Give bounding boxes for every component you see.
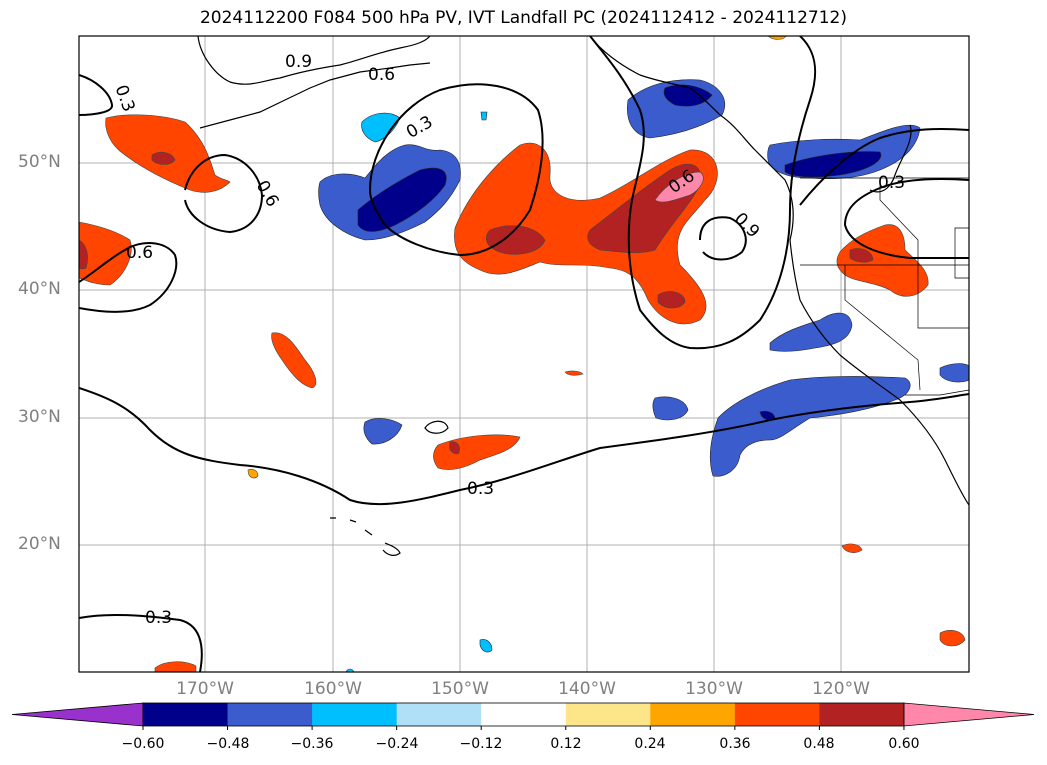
colorbar-segment xyxy=(227,703,313,726)
map-title: 2024112200 F084 500 hPa PV, IVT Landfall… xyxy=(199,8,847,28)
colorbar-segment xyxy=(312,703,398,726)
contour-label: 0.3 xyxy=(145,608,172,628)
colorbar-segment xyxy=(565,703,651,726)
colorbar-segment xyxy=(396,703,482,726)
colorbar-tick-label: 0.60 xyxy=(888,736,920,752)
contour-label: 0.9 xyxy=(285,52,312,72)
contour-label: 0.6 xyxy=(252,177,283,210)
map-frame xyxy=(78,35,970,673)
colorbar-tick-label: −0.48 xyxy=(206,736,250,752)
lon-label-160w: 160°W xyxy=(304,679,362,699)
colorbar-tick-label: 0.36 xyxy=(719,736,751,752)
lat-label-50n: 50°N xyxy=(18,152,61,172)
lon-label-150w: 150°W xyxy=(431,679,489,699)
colorbar-tick-label: −0.60 xyxy=(121,736,165,752)
colorbar-segment xyxy=(143,703,229,726)
colorbar-tick-label: −0.24 xyxy=(375,736,419,752)
coastlines xyxy=(197,36,969,556)
contour-label: 0.6 xyxy=(368,65,395,85)
colorbar-tick-label: −0.36 xyxy=(290,736,334,752)
colorbar-outline xyxy=(142,702,905,727)
colorbar-tick-label: −0.12 xyxy=(459,736,503,752)
colorbar-segment xyxy=(819,703,905,726)
colorbar xyxy=(11,702,1035,730)
colorbar-tick-label: 0.48 xyxy=(803,736,835,752)
graticule xyxy=(79,36,969,672)
lon-label-130w: 130°W xyxy=(685,679,743,699)
contour-label: 0.3 xyxy=(111,82,139,114)
lon-label-170w: 170°W xyxy=(176,679,234,699)
lat-label-40n: 40°N xyxy=(18,279,61,299)
contour-label: 0.6 xyxy=(126,243,153,263)
colorbar-extend-low xyxy=(11,702,144,727)
lon-label-140w: 140°W xyxy=(558,679,616,699)
colorbar-tick-label: 0.12 xyxy=(550,736,582,752)
contour-label: 0.3 xyxy=(467,479,494,499)
colorbar-extend-high xyxy=(903,702,1035,727)
colorbar-segment xyxy=(481,703,567,726)
lat-label-30n: 30°N xyxy=(18,407,61,427)
negative-anomaly-fills xyxy=(318,79,969,672)
contour-label: 0.3 xyxy=(878,173,905,193)
colorbar-segment xyxy=(734,703,820,726)
pc-contours xyxy=(79,36,969,672)
colorbar-tick-label: 0.24 xyxy=(634,736,666,752)
lon-label-120w: 120°W xyxy=(812,679,870,699)
contour-label: 0.9 xyxy=(730,209,763,242)
map-plot-area xyxy=(79,36,969,672)
lat-label-20n: 20°N xyxy=(18,534,61,554)
contour-label: 0.3 xyxy=(403,112,436,143)
positive-anomaly-fills xyxy=(79,36,966,672)
colorbar-segment xyxy=(650,703,736,726)
